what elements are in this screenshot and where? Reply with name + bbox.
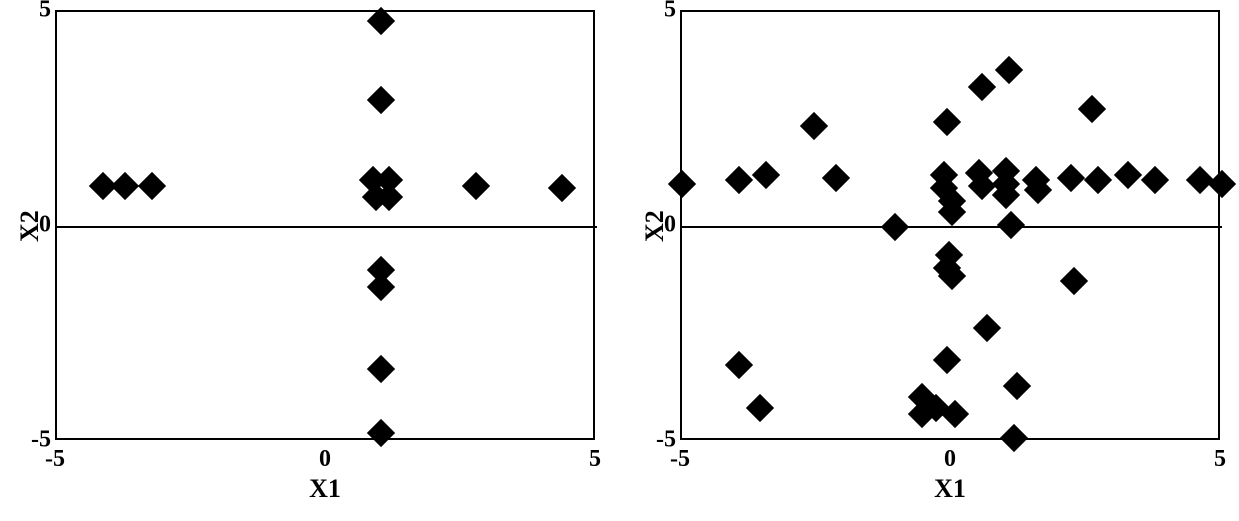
data-point — [1057, 163, 1085, 191]
data-point — [997, 211, 1025, 239]
data-point — [1000, 424, 1028, 452]
data-point — [995, 56, 1023, 84]
scatter-panel-right: -505-505X1X2 — [0, 0, 1239, 521]
zero-line-y0 — [682, 226, 1222, 228]
data-point — [973, 314, 1001, 342]
data-point — [1059, 267, 1087, 295]
plot-area-right — [680, 10, 1220, 440]
x-axis-title: X1 — [934, 474, 966, 504]
data-point — [1084, 166, 1112, 194]
data-point — [725, 166, 753, 194]
data-point — [968, 73, 996, 101]
y-tick-label: 5 — [664, 0, 676, 24]
data-point — [1113, 161, 1141, 189]
data-point — [725, 350, 753, 378]
data-point — [668, 170, 696, 198]
data-point — [746, 393, 774, 421]
data-point — [932, 107, 960, 135]
figure-canvas: -505-505X1X2-505-505X1X2 — [0, 0, 1239, 521]
x-tick-label: 0 — [944, 446, 956, 473]
x-tick-label: 5 — [1214, 446, 1226, 473]
data-point — [1208, 170, 1236, 198]
y-tick-label: -5 — [656, 427, 676, 454]
data-point — [752, 161, 780, 189]
y-axis-title: X2 — [640, 210, 670, 242]
data-point — [822, 163, 850, 191]
data-point — [800, 112, 828, 140]
data-point — [1140, 166, 1168, 194]
data-point — [1078, 95, 1106, 123]
data-point — [932, 346, 960, 374]
data-point — [881, 213, 909, 241]
data-point — [1003, 372, 1031, 400]
